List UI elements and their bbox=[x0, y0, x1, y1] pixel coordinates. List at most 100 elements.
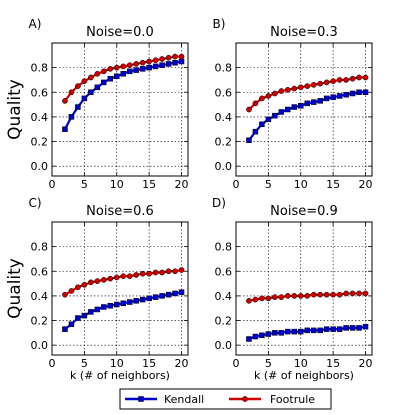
point-kendall bbox=[75, 104, 81, 110]
point-kendall bbox=[62, 126, 68, 132]
point-footrule bbox=[75, 83, 81, 89]
point-kendall bbox=[133, 67, 139, 73]
point-kendall bbox=[75, 315, 81, 321]
panel-1: 0 5 10 15 20 0.0 0.2 0.4 0.6 0.8 Noise=0.0 A) Qualit… bbox=[5, 17, 189, 191]
y-tick-label: 0.0 bbox=[215, 339, 233, 352]
point-footrule bbox=[126, 62, 133, 69]
point-kendall bbox=[246, 336, 252, 342]
point-footrule bbox=[330, 291, 336, 298]
point-kendall bbox=[62, 326, 68, 332]
point-kendall bbox=[94, 306, 101, 313]
point-footrule bbox=[178, 53, 185, 60]
x-tick-label: 10 bbox=[110, 357, 124, 370]
x-tick-label: 0 bbox=[49, 178, 56, 191]
point-footrule bbox=[343, 77, 349, 83]
point-kendall bbox=[323, 326, 330, 332]
point-kendall bbox=[259, 332, 265, 339]
point-kendall bbox=[310, 327, 317, 334]
point-footrule bbox=[62, 291, 68, 298]
point-kendall bbox=[81, 95, 88, 102]
point-kendall bbox=[120, 71, 126, 77]
axes-frame bbox=[235, 221, 373, 356]
y-tick-label: 0.4 bbox=[215, 290, 233, 303]
point-footrule bbox=[297, 293, 304, 299]
point-kendall bbox=[310, 99, 317, 105]
point-footrule bbox=[310, 291, 317, 298]
legend-marker-footrule bbox=[242, 396, 248, 402]
point-kendall bbox=[101, 304, 107, 310]
point-footrule bbox=[272, 90, 278, 97]
point-footrule bbox=[278, 88, 285, 94]
point-footrule bbox=[68, 89, 75, 96]
point-footrule bbox=[265, 295, 272, 302]
point-footrule bbox=[349, 290, 356, 297]
point-kendall bbox=[88, 309, 94, 315]
point-kendall bbox=[178, 58, 185, 65]
axes-frame bbox=[51, 42, 189, 177]
panel-label: D) bbox=[212, 196, 226, 210]
panel-4: 0 5 10 15 20 0.0 0.2 0.4 0.6 0.8 Noise=0.9 D) k (# o… bbox=[212, 196, 372, 382]
series-line-kendall bbox=[248, 91, 366, 141]
point-kendall bbox=[291, 328, 298, 335]
y-tick-label: 0.0 bbox=[31, 339, 49, 352]
point-kendall bbox=[172, 290, 178, 297]
point-kendall bbox=[317, 98, 323, 104]
point-footrule bbox=[88, 74, 94, 81]
y-tick-label: 0.2 bbox=[215, 136, 233, 149]
point-footrule bbox=[159, 56, 165, 62]
point-footrule bbox=[265, 93, 272, 99]
point-footrule bbox=[107, 275, 114, 282]
point-footrule bbox=[159, 269, 165, 276]
point-kendall bbox=[259, 121, 265, 128]
panel-title: Noise=0.0 bbox=[86, 25, 154, 40]
point-kendall bbox=[252, 128, 259, 135]
legend-label-footrule: Footrule bbox=[270, 393, 315, 406]
x-tick-label: 20 bbox=[359, 357, 373, 370]
x-tick-label: 10 bbox=[294, 178, 308, 191]
point-kendall bbox=[265, 331, 272, 337]
point-footrule bbox=[107, 66, 114, 72]
point-kendall bbox=[362, 323, 369, 330]
point-kendall bbox=[343, 91, 349, 98]
panel-label: C) bbox=[28, 196, 41, 210]
point-footrule bbox=[152, 269, 159, 276]
point-kendall bbox=[178, 289, 185, 295]
point-footrule bbox=[323, 79, 330, 86]
point-kendall bbox=[291, 104, 298, 110]
point-kendall bbox=[139, 296, 146, 303]
point-footrule bbox=[252, 296, 259, 303]
point-footrule bbox=[284, 86, 291, 93]
point-kendall bbox=[304, 100, 310, 107]
point-footrule bbox=[349, 75, 356, 82]
y-axis-label: Quality bbox=[5, 79, 25, 140]
point-kendall bbox=[81, 312, 88, 319]
point-footrule bbox=[291, 293, 298, 299]
axes-frame bbox=[235, 42, 373, 177]
point-kendall bbox=[298, 328, 304, 335]
point-footrule bbox=[259, 95, 265, 102]
x-tick-label: 0 bbox=[49, 357, 56, 370]
point-footrule bbox=[165, 54, 172, 61]
point-kendall bbox=[336, 326, 343, 332]
point-footrule bbox=[139, 270, 146, 277]
point-kendall bbox=[126, 68, 133, 75]
x-tick-label: 5 bbox=[81, 357, 88, 370]
point-kendall bbox=[68, 114, 75, 120]
point-footrule bbox=[336, 291, 343, 298]
y-tick-label: 0.4 bbox=[31, 290, 49, 303]
y-tick-label: 0.8 bbox=[215, 62, 233, 75]
point-kendall bbox=[172, 59, 178, 66]
y-tick-label: 0.8 bbox=[215, 241, 233, 254]
point-kendall bbox=[68, 321, 75, 327]
point-kendall bbox=[114, 73, 120, 79]
point-kendall bbox=[317, 327, 323, 334]
point-footrule bbox=[362, 74, 369, 81]
point-kendall bbox=[349, 325, 356, 331]
point-kendall bbox=[298, 103, 304, 109]
point-footrule bbox=[146, 270, 152, 277]
point-kendall bbox=[272, 330, 278, 336]
point-kendall bbox=[165, 291, 172, 298]
y-tick-label: 0.4 bbox=[31, 111, 49, 124]
point-kendall bbox=[88, 89, 94, 96]
point-footrule bbox=[133, 61, 140, 67]
